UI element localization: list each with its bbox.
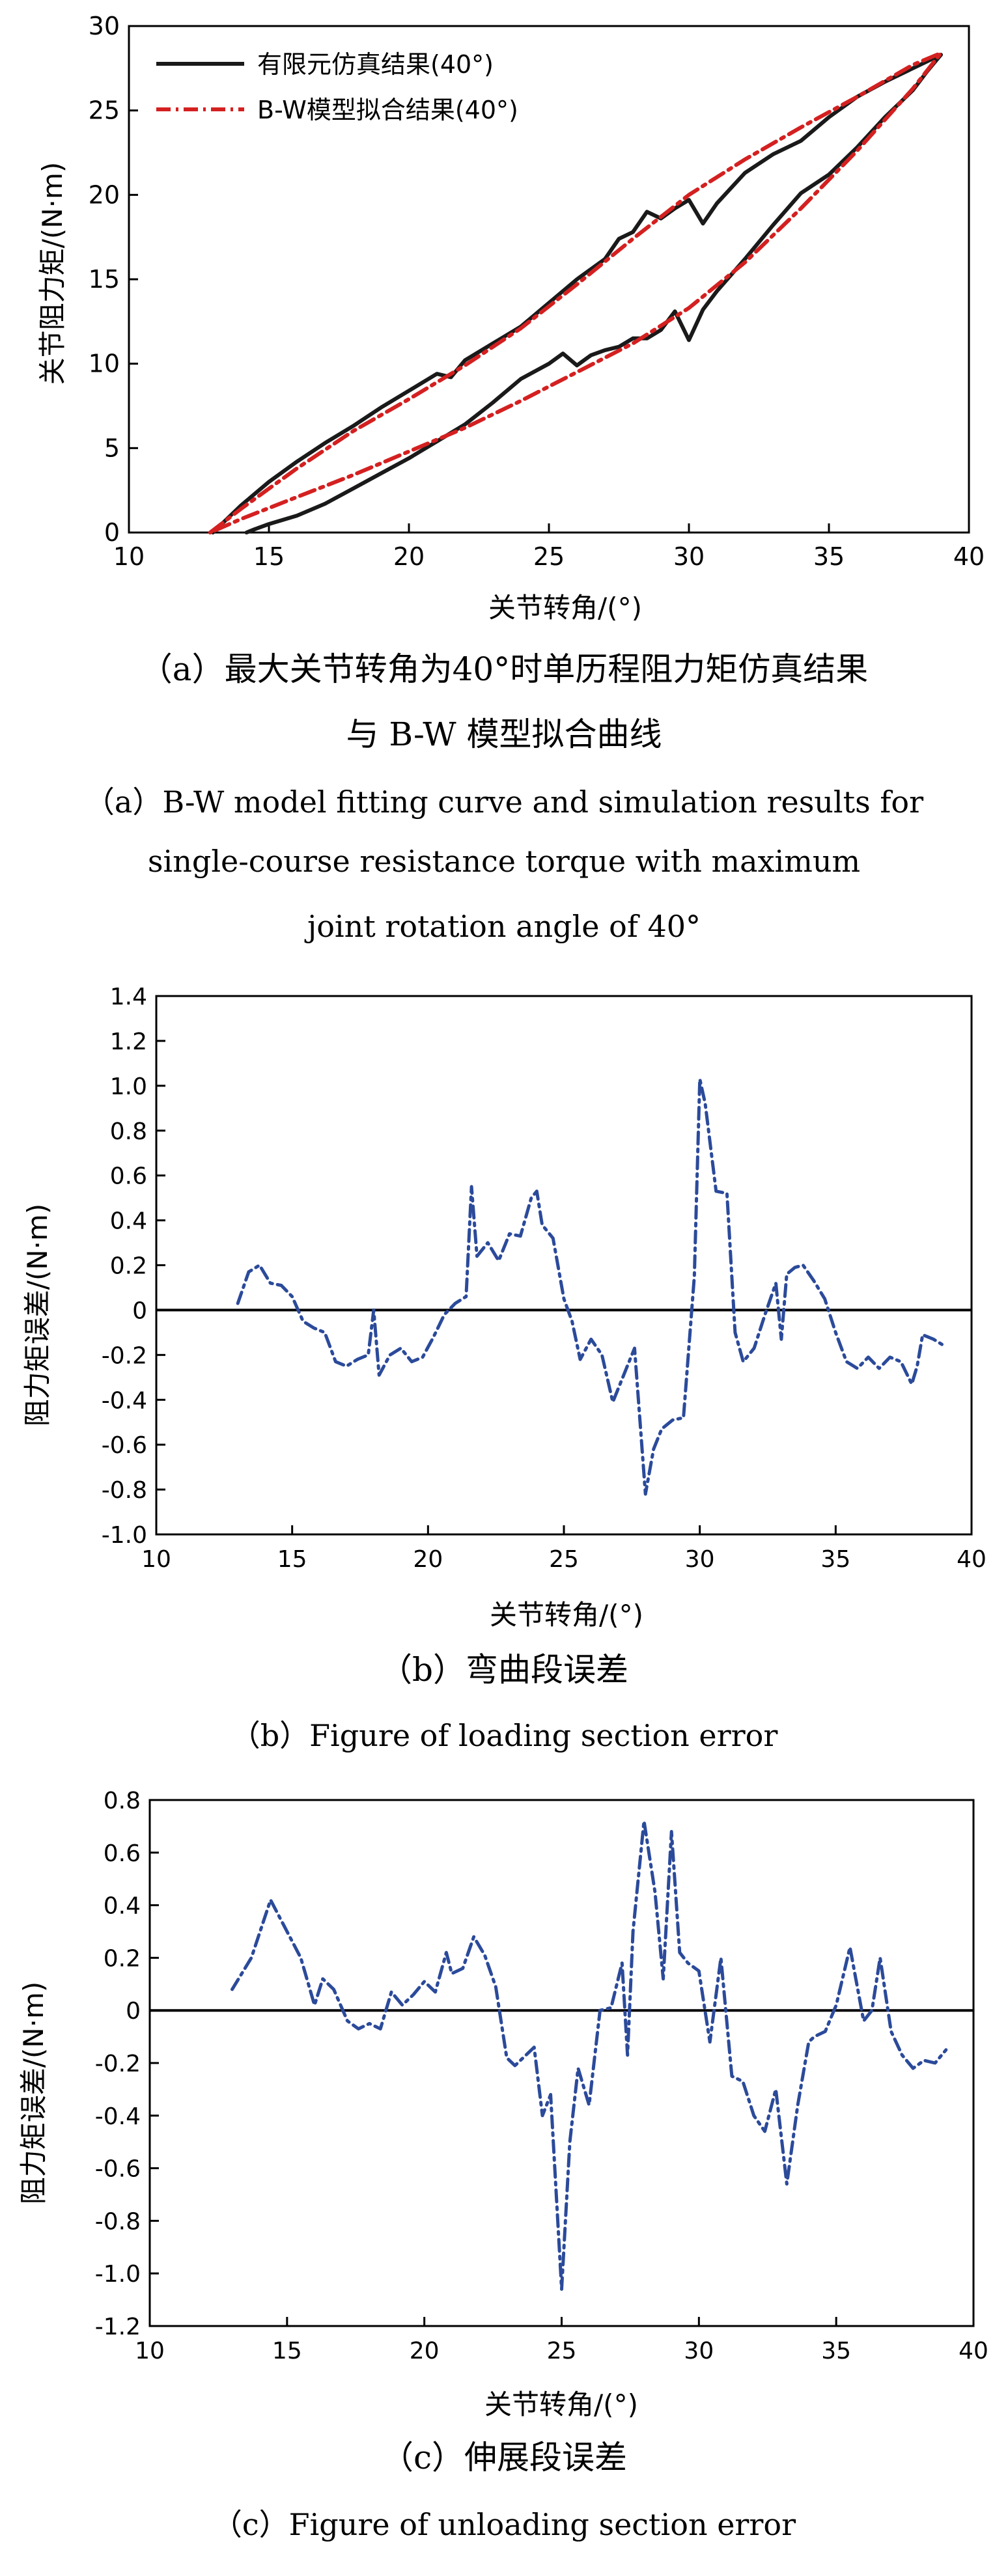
y-tick-label: 15 <box>89 265 120 294</box>
x-tick-label: 25 <box>549 1546 579 1573</box>
caption-c-en: （c）Figure of unloading section error <box>212 2507 796 2542</box>
plot-frame <box>155 995 973 1536</box>
plot-frame <box>148 1799 975 2327</box>
x-tick-label: 40 <box>959 2338 988 2364</box>
y-tick-label: 20 <box>89 180 120 209</box>
x-tick-label: 10 <box>141 1546 171 1573</box>
y-axis-label: 关节阻力矩/(N·m) <box>36 162 68 385</box>
y-tick-label: 1.4 <box>110 984 147 1010</box>
y-tick-label: 0.4 <box>110 1208 147 1235</box>
y-tick-label: -0.6 <box>95 2156 141 2183</box>
y-axis-label: 阻力矩误差/(N·m) <box>18 1982 49 2205</box>
legend-sim-label: 有限元仿真结果(40°) <box>257 50 494 79</box>
y-tick-label: 25 <box>89 96 120 125</box>
y-tick-label: -0.4 <box>95 2103 141 2130</box>
x-axis-label: 关节转角/(°) <box>488 592 642 624</box>
x-tick-label: 15 <box>253 542 285 571</box>
y-tick-label: 0.2 <box>110 1253 147 1280</box>
y-tick-label: -0.6 <box>102 1432 147 1459</box>
x-tick-label: 20 <box>410 2338 440 2364</box>
series-line-b-0 <box>236 1077 946 1496</box>
y-tick-label: 0.4 <box>104 1893 141 1920</box>
x-tick-label: 35 <box>813 542 845 571</box>
y-tick-label: 0 <box>132 1297 147 1324</box>
chart-b-marks <box>236 1077 946 1496</box>
caption-a-en-line3: joint rotation angle of 40° <box>307 909 701 944</box>
chart-a-axes: 10 15 20 25 30 35 40 0 5 10 15 20 25 30 <box>89 12 985 571</box>
y-tick-label: -1.0 <box>95 2261 141 2288</box>
caption-a-zh-line2: 与 B-W 模型拟合曲线 <box>346 715 662 753</box>
y-tick-label: 0.2 <box>104 1945 141 1972</box>
y-tick-label: 30 <box>89 12 120 40</box>
caption-c-zh: （c）伸展段误差 <box>380 2439 627 2476</box>
caption-a-zh-line1: （a）最大关节转角为40°时单历程阻力矩仿真结果 <box>139 650 869 688</box>
x-tick-label: 35 <box>821 2338 851 2364</box>
x-tick-label: 40 <box>957 1546 987 1573</box>
x-tick-label: 10 <box>135 2338 165 2364</box>
x-tick-label: 35 <box>820 1546 850 1573</box>
chart-b: 10 15 20 25 30 35 40 -1.0 -0.8 -0.6 -0.4 -0.2 0 0.2 0.… <box>21 984 987 1631</box>
caption-a-en-line1: （a）B-W model fitting curve and simulatio… <box>84 784 924 820</box>
x-axis-label: 关节转角/(°) <box>490 1599 643 1631</box>
y-tick-label: 1.2 <box>110 1029 147 1055</box>
x-tick-label: 30 <box>685 1546 715 1573</box>
y-axis-label: 阻力矩误差/(N·m) <box>21 1204 53 1427</box>
y-tick-label: -0.2 <box>102 1342 147 1369</box>
y-tick-label: 0.6 <box>110 1163 147 1190</box>
y-tick-label: 0.8 <box>110 1118 147 1145</box>
plot-frame <box>128 25 970 534</box>
y-tick-label: 0 <box>104 518 120 547</box>
x-tick-label: 20 <box>393 542 425 571</box>
y-tick-label: -0.8 <box>95 2208 141 2235</box>
chart-c: 10 15 20 25 30 35 40 -1.2 -1.0 -0.8 -0.6 -0.4 -0.2 0 0… <box>18 1788 988 2420</box>
x-tick-label: 15 <box>272 2338 302 2364</box>
caption-b-zh: （b）弯曲段误差 <box>379 1651 628 1689</box>
chart-c-axes: 10 15 20 25 30 35 40 -1.2 -1.0 -0.8 -0.6 -0.4 -0.2 0 0… <box>95 1788 988 2364</box>
chart-a-marks <box>208 51 943 534</box>
caption-a-en-line2: single-course resistance torque with max… <box>147 844 861 879</box>
x-tick-label: 30 <box>684 2338 714 2364</box>
x-tick-label: 20 <box>413 1546 443 1573</box>
y-tick-label: -1.2 <box>95 2314 141 2340</box>
series-line-c-0 <box>231 1819 948 2291</box>
chart-a: 10 15 20 25 30 35 40 0 5 10 15 20 25 30 有限元仿真结果(40°) … <box>36 12 985 624</box>
y-tick-label: 1.0 <box>110 1073 147 1100</box>
y-tick-label: 0.8 <box>104 1788 141 1814</box>
x-tick-label: 25 <box>533 542 565 571</box>
x-tick-label: 30 <box>673 542 705 571</box>
x-axis-label: 关节转角/(°) <box>484 2389 638 2420</box>
chart-a-legend: 有限元仿真结果(40°) B-W模型拟合结果(40°) <box>156 50 518 124</box>
chart-c-marks <box>231 1819 948 2291</box>
x-tick-label: 15 <box>277 1546 307 1573</box>
x-tick-label: 40 <box>953 542 985 571</box>
x-tick-label: 10 <box>113 542 145 571</box>
chart-b-axes: 10 15 20 25 30 35 40 -1.0 -0.8 -0.6 -0.4 -0.2 0 0.2 0.… <box>102 984 987 1573</box>
y-tick-label: -1.0 <box>102 1522 147 1549</box>
y-tick-label: 0 <box>126 1998 141 2025</box>
y-tick-label: 0.6 <box>104 1840 141 1867</box>
series-line-a-1 <box>208 51 943 534</box>
series-line-a-0 <box>211 53 943 534</box>
y-tick-label: -0.8 <box>102 1477 147 1504</box>
y-tick-label: -0.2 <box>95 2051 141 2077</box>
legend-fit-label: B-W模型拟合结果(40°) <box>257 96 518 124</box>
caption-b-en: （b）Figure of loading section error <box>230 1718 778 1753</box>
y-tick-label: 10 <box>89 350 120 378</box>
x-tick-label: 25 <box>547 2338 577 2364</box>
y-tick-label: -0.4 <box>102 1387 147 1414</box>
y-tick-label: 5 <box>104 434 120 462</box>
